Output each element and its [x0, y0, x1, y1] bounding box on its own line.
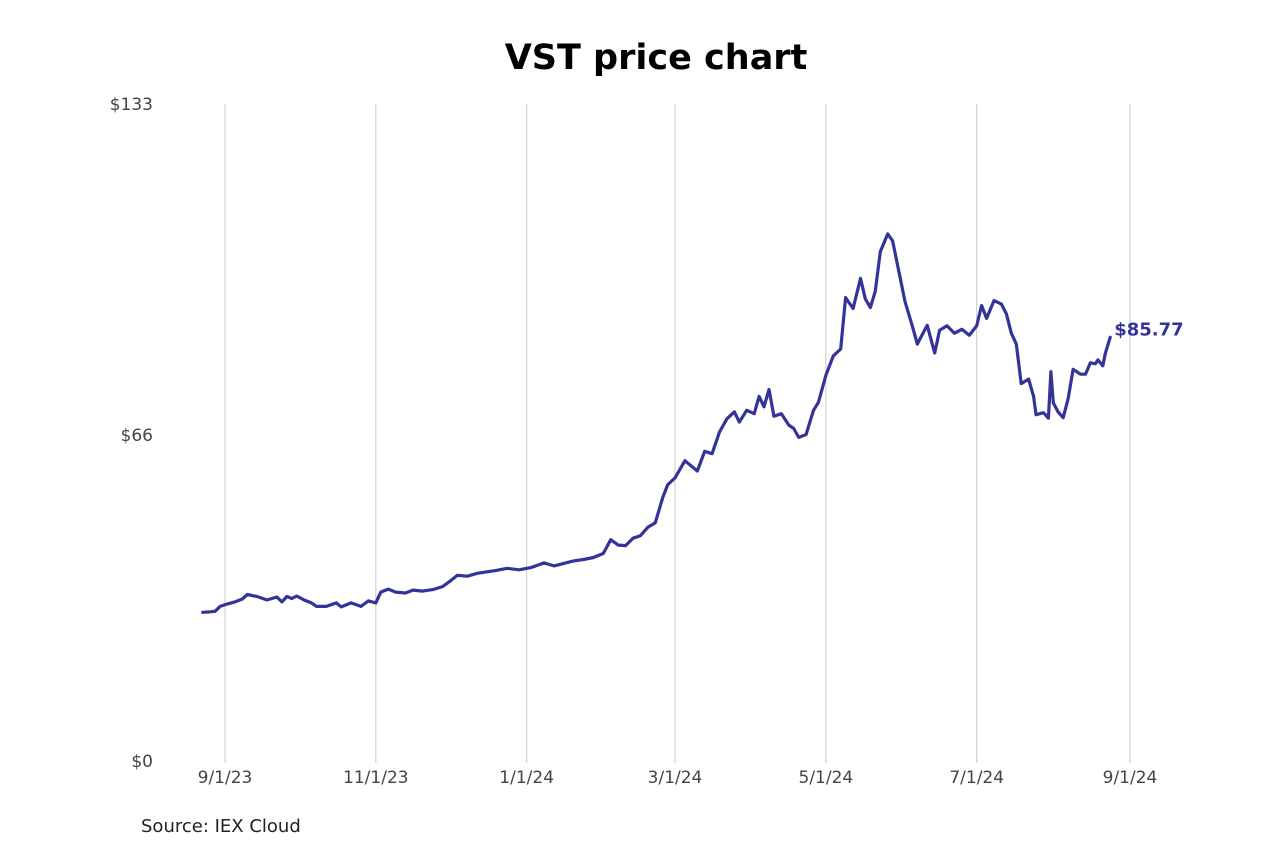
price-line	[201, 232, 1112, 614]
y-tick-label: $133	[110, 95, 153, 115]
end-label-group: $85.77	[1114, 319, 1183, 340]
end-value-label: $85.77	[1114, 319, 1183, 340]
source-note: Source: IEX Cloud	[141, 816, 301, 837]
chart-title: VST price chart	[504, 38, 808, 78]
grid-lines	[224, 104, 1131, 763]
x-axis: 9/1/23 11/1/23 1/1/24 3/1/24 5/1/24 7/1/24 9/1…	[198, 768, 1158, 788]
x-tick-label: 9/1/23	[198, 768, 253, 788]
y-tick-label: $0	[131, 752, 153, 772]
x-tick-label: 3/1/24	[648, 768, 703, 788]
y-tick-label: $66	[121, 426, 153, 446]
x-tick-label: 1/1/24	[499, 768, 554, 788]
x-tick-label: 5/1/24	[799, 768, 854, 788]
y-axis: $0 $66 $133	[110, 95, 153, 772]
x-tick-label: 7/1/24	[949, 768, 1004, 788]
x-tick-label: 9/1/24	[1103, 768, 1158, 788]
x-tick-label: 11/1/23	[343, 768, 409, 788]
price-series	[201, 232, 1112, 614]
